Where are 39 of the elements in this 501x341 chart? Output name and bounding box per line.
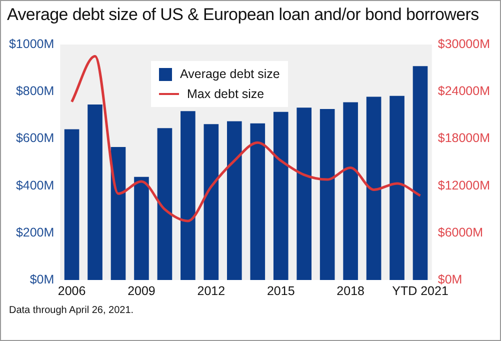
bar (296, 108, 312, 280)
line-series (70, 55, 422, 222)
bar (64, 129, 80, 280)
legend-label: Average debt size (180, 67, 280, 81)
x-tick-label: YTD 2021 (392, 284, 448, 298)
x-tick-label: 2018 (336, 284, 365, 298)
bar (180, 111, 196, 280)
text: Data through April 26, 2021. (9, 304, 134, 318)
y2-tick-label: $18000M (438, 131, 490, 146)
y2-tick-label: $6000M (438, 225, 484, 240)
y-tick-label: $200M (16, 225, 54, 240)
x-tick-label: 2006 (58, 284, 86, 298)
y-tick-label: $800M (16, 84, 54, 98)
x-tick-label: 2015 (266, 284, 295, 298)
bar (227, 121, 242, 280)
y2-tick-label: $30000M (438, 36, 490, 51)
y2-tick-label: $12000M (438, 178, 490, 192)
bar (273, 112, 288, 280)
bar (134, 176, 149, 280)
y2-tick-label: $0M (438, 272, 462, 286)
bar (343, 102, 358, 280)
bar (250, 123, 266, 280)
bar (157, 128, 172, 280)
y-tick-label: $1000M (8, 36, 54, 51)
bar (390, 96, 404, 280)
bar (366, 96, 382, 280)
x-tick-label: 2009 (128, 284, 156, 298)
y-tick-label: $400M (16, 178, 54, 192)
y2-tick-label: $24000M (438, 84, 490, 98)
bar (88, 104, 102, 280)
bar (412, 66, 428, 280)
x-tick-label: 2012 (197, 284, 226, 298)
y-tick-label: $600M (16, 131, 54, 146)
bar (110, 146, 126, 280)
legend-label: Max debt size (187, 87, 264, 101)
bar (320, 109, 335, 280)
chart-title: Average debt size of US & European loan and/or bond borrowers (7, 5, 479, 25)
y-tick-label: $0M (30, 272, 54, 286)
bar (204, 124, 219, 280)
